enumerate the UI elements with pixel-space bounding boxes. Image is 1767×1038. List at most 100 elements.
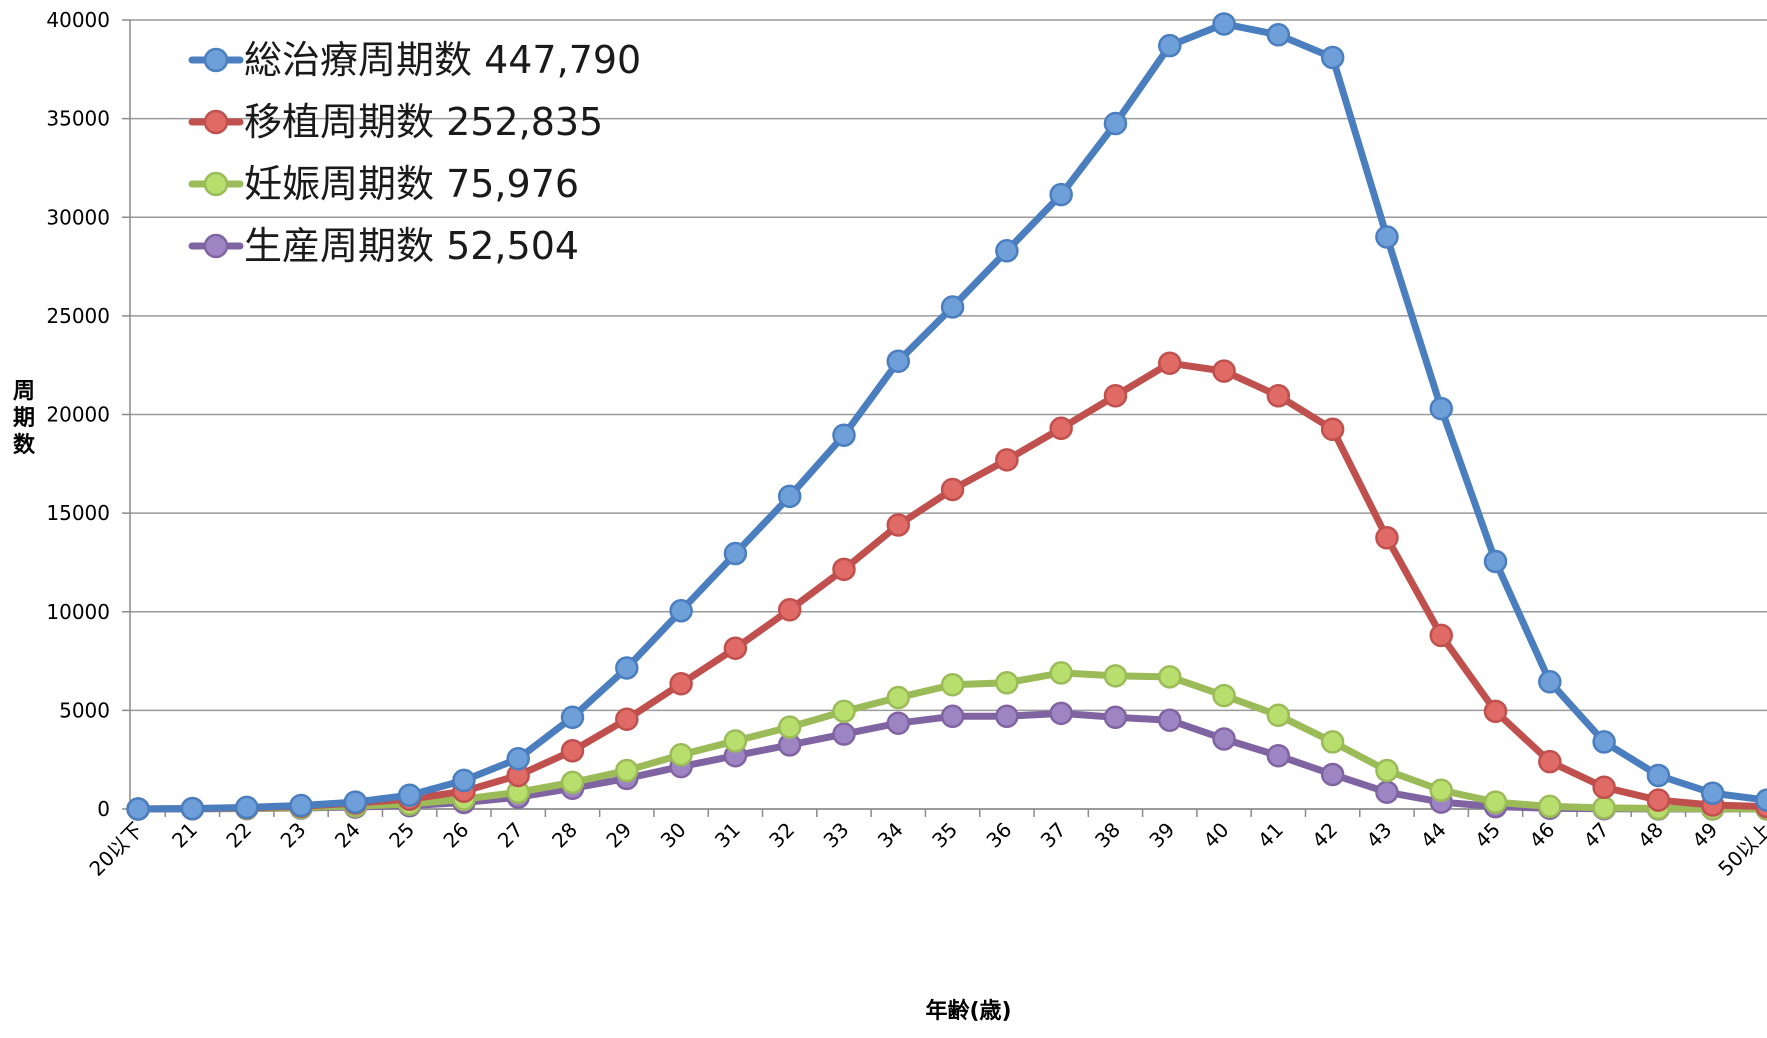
y-tick-label: 30000 xyxy=(46,205,110,229)
data-point xyxy=(886,349,911,373)
legend-marker xyxy=(203,47,229,73)
x-tick-label: 36 xyxy=(981,818,1016,853)
data-point xyxy=(1755,788,1767,812)
x-tick-label: 21 xyxy=(167,818,202,853)
data-point xyxy=(723,729,748,753)
series-line-1 xyxy=(134,359,1767,813)
x-tick-label: 23 xyxy=(276,818,311,853)
data-point xyxy=(886,685,911,710)
data-point xyxy=(995,239,1019,263)
data-point xyxy=(615,758,639,783)
legend-label: 妊娠周期数 75,976 xyxy=(244,162,579,206)
x-tick-label: 39 xyxy=(1144,818,1179,853)
data-point xyxy=(1429,396,1453,421)
data-point xyxy=(1483,549,1508,574)
data-point xyxy=(1483,699,1508,724)
data-point xyxy=(886,513,911,537)
data-point xyxy=(1483,790,1508,814)
data-point xyxy=(777,598,802,622)
data-point xyxy=(723,636,748,660)
legend-label: 生産周期数 52,504 xyxy=(244,224,579,268)
x-tick-label: 32 xyxy=(764,818,799,853)
y-tick-label: 0 xyxy=(97,797,110,821)
x-tick-label: 49 xyxy=(1687,818,1722,853)
data-point xyxy=(560,739,585,763)
x-tick-label: 22 xyxy=(221,818,256,853)
data-point xyxy=(940,477,965,502)
data-point xyxy=(1429,778,1453,803)
x-tick-label: 50以上 xyxy=(1713,818,1767,881)
data-point xyxy=(126,797,150,821)
data-point xyxy=(777,484,802,509)
x-tick-label: 41 xyxy=(1253,818,1288,853)
data-point xyxy=(1266,384,1291,408)
legend-marker xyxy=(203,109,229,135)
data-point xyxy=(1049,701,1073,726)
data-point xyxy=(1049,182,1073,207)
data-point xyxy=(940,295,965,319)
data-point xyxy=(560,770,585,795)
x-tick-label: 29 xyxy=(601,818,636,853)
data-point xyxy=(1375,225,1399,249)
data-point xyxy=(1212,359,1236,383)
y-tick-label: 40000 xyxy=(46,8,110,32)
series-1 xyxy=(126,351,1767,821)
data-point xyxy=(615,707,639,732)
y-tick-label: 25000 xyxy=(46,304,110,328)
data-point xyxy=(1212,683,1236,708)
series-0 xyxy=(126,12,1767,821)
x-tick-label: 40 xyxy=(1199,818,1234,853)
data-point xyxy=(1320,730,1345,754)
y-tick-label: 5000 xyxy=(59,698,110,722)
legend-label: 移植周期数 252,835 xyxy=(244,100,603,144)
data-point xyxy=(1212,727,1236,751)
data-point xyxy=(1320,417,1345,442)
x-tick-label: 34 xyxy=(873,818,908,853)
data-point xyxy=(1158,708,1182,732)
data-point xyxy=(669,743,693,767)
legend: 総治療周期数 447,790 移植周期数 252,835 妊娠周期数 75,976 生… xyxy=(188,38,641,268)
data-point xyxy=(1158,351,1182,375)
data-point xyxy=(397,783,422,807)
data-point xyxy=(1320,45,1345,70)
data-point xyxy=(886,711,911,735)
data-point xyxy=(832,699,856,724)
data-point xyxy=(1103,705,1128,730)
legend-marker xyxy=(203,233,229,259)
x-tick-label: 31 xyxy=(710,818,745,853)
data-point xyxy=(1375,526,1399,550)
y-axis-title-char: 周 xyxy=(13,379,35,404)
x-tick-label: 33 xyxy=(819,818,854,853)
data-point xyxy=(1158,33,1182,58)
x-tick-label: 26 xyxy=(438,818,473,853)
x-tick-label: 37 xyxy=(1036,818,1071,853)
x-tick-label: 35 xyxy=(927,818,962,853)
data-point xyxy=(180,796,205,821)
data-point xyxy=(669,671,693,696)
data-point xyxy=(832,557,856,582)
data-point xyxy=(1103,111,1128,136)
x-axis-title: 年齢(歳) xyxy=(925,998,1011,1024)
legend-entry-1: 移植周期数 252,835 xyxy=(188,100,603,144)
legend-entry-2: 妊娠周期数 75,976 xyxy=(188,162,579,206)
data-point xyxy=(560,705,585,730)
data-point xyxy=(940,704,965,729)
data-point xyxy=(1700,781,1725,805)
x-tick-label: 38 xyxy=(1090,818,1125,853)
y-tick-label: 35000 xyxy=(46,107,110,131)
data-point xyxy=(1375,780,1399,804)
y-tick-label: 10000 xyxy=(46,600,110,624)
y-tick-labels: 0 5000 10000 15000 20000 25000 30000 35000 40000 xyxy=(46,8,110,821)
data-point xyxy=(615,656,639,680)
data-point xyxy=(1266,743,1291,768)
data-point xyxy=(343,790,368,814)
data-point xyxy=(1538,794,1562,819)
x-tick-label: 47 xyxy=(1579,818,1614,853)
y-axis-title: 周期数 xyxy=(13,379,36,458)
data-point xyxy=(832,722,856,746)
x-tick-label: 44 xyxy=(1416,818,1451,853)
data-point xyxy=(1646,788,1671,812)
data-point xyxy=(1592,796,1616,820)
y-axis-title-char: 数 xyxy=(13,432,36,458)
